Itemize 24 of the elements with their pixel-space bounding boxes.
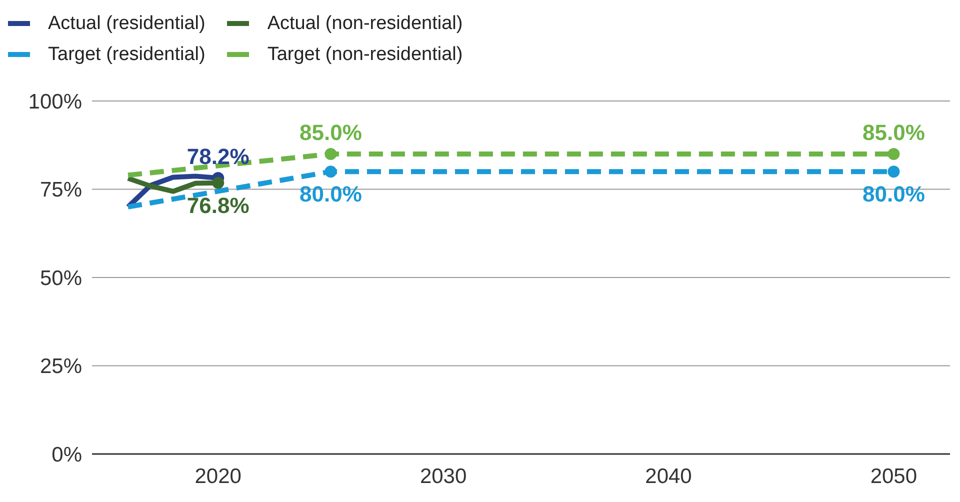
y-tick-label: 0% [52,443,82,466]
data-label: 85.0% [300,120,362,145]
data-label: 80.0% [862,182,925,207]
point [888,166,900,178]
x-tick-label: 2030 [420,464,467,488]
x-tick-label: 2040 [645,464,692,488]
y-tick-label: 25% [40,355,82,378]
legend-label: Actual (non-residential) [267,12,463,36]
point [212,176,224,189]
y-tick-label: 50% [40,266,82,290]
y-tick-label: 75% [40,178,82,202]
data-label: 76.8% [186,192,250,218]
data-label: 80.0% [300,182,362,207]
data-label: 85.0% [862,120,925,145]
y-tick-label: 100% [28,90,82,114]
point [888,148,900,160]
legend-label: Target (residential) [48,43,206,67]
point [324,148,337,160]
point [324,166,337,178]
legend-label: Target (non-residential) [267,43,463,67]
data-label: 78.2% [186,144,250,169]
x-tick-label: 2050 [870,464,918,488]
x-tick-label: 2020 [194,464,242,488]
legend-label: Actual (residential) [48,12,206,36]
